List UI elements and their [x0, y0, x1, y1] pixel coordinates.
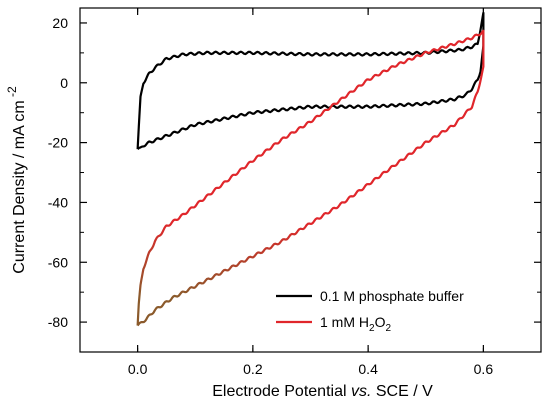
y-tick-label: -80	[48, 314, 68, 330]
y-tick-label: -20	[48, 135, 68, 151]
y-axis-title: Current Density / mA cm -2	[5, 86, 28, 274]
y-tick-label: -40	[48, 194, 68, 210]
x-tick-label: 0.4	[358, 361, 378, 377]
series-line-1	[136, 29, 485, 327]
x-tick-label: 0.2	[243, 361, 263, 377]
x-tick-label: 0.6	[474, 361, 494, 377]
y-tick-label: 20	[52, 15, 68, 31]
x-axis-title: Electrode Potential vs. SCE / V	[212, 383, 433, 400]
y-tick-label: 0	[60, 75, 68, 91]
y-tick-label: -60	[48, 254, 68, 270]
x-tick-label: 0.0	[128, 361, 148, 377]
legend-label-h2o2: 1 mM H2O2	[320, 314, 391, 334]
series-layer	[136, 11, 485, 327]
plot-frame	[79, 7, 542, 353]
series-line-0	[136, 11, 485, 150]
legend: 0.1 M phosphate buffer 1 mM H2O2	[276, 288, 464, 334]
legend-label-buffer: 0.1 M phosphate buffer	[320, 288, 464, 304]
axis-titles: Electrode Potential vs. SCE / V Current D…	[5, 86, 433, 400]
axes: 0.0 0.2 0.4 0.6 20 0 -20 -40 -60 -80	[48, 7, 542, 377]
